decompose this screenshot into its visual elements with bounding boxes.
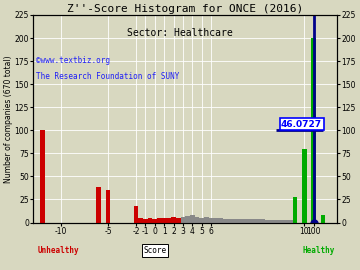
Bar	[143, 219, 148, 222]
Y-axis label: Number of companies (670 total): Number of companies (670 total)	[4, 55, 13, 183]
Bar	[190, 215, 194, 222]
Bar	[153, 219, 157, 222]
Bar	[302, 149, 307, 222]
Bar	[218, 218, 222, 222]
Bar	[106, 190, 111, 222]
Bar	[96, 187, 101, 222]
Bar	[255, 219, 260, 222]
Bar	[176, 218, 180, 222]
Text: Healthy: Healthy	[302, 246, 335, 255]
Bar	[269, 220, 274, 222]
Bar	[260, 219, 265, 222]
Bar	[251, 219, 255, 222]
Bar	[199, 218, 204, 222]
Bar	[321, 215, 325, 222]
Bar	[288, 220, 293, 222]
Bar	[185, 216, 190, 222]
Bar	[162, 218, 166, 222]
Bar	[293, 197, 297, 222]
Bar	[246, 219, 251, 222]
Bar	[213, 218, 218, 222]
Bar	[148, 218, 153, 222]
Bar	[171, 217, 176, 222]
Text: Score: Score	[143, 246, 166, 255]
Text: 46.0727: 46.0727	[281, 120, 322, 129]
Bar	[208, 218, 213, 222]
Bar	[139, 218, 143, 222]
Bar	[40, 130, 45, 222]
Bar	[237, 219, 241, 222]
Text: The Research Foundation of SUNY: The Research Foundation of SUNY	[36, 72, 180, 81]
Title: Z''-Score Histogram for ONCE (2016): Z''-Score Histogram for ONCE (2016)	[67, 4, 303, 14]
Text: Sector: Healthcare: Sector: Healthcare	[127, 28, 233, 38]
Bar	[194, 217, 199, 222]
Bar	[274, 220, 279, 222]
Bar	[227, 219, 232, 222]
Text: ©www.textbiz.org: ©www.textbiz.org	[36, 56, 110, 65]
Bar	[134, 206, 139, 222]
Bar	[283, 220, 288, 222]
Bar	[166, 218, 171, 222]
Text: Unhealthy: Unhealthy	[38, 246, 80, 255]
Bar	[279, 220, 283, 222]
Bar	[265, 220, 269, 222]
Bar	[241, 219, 246, 222]
Bar	[232, 219, 237, 222]
Bar	[180, 217, 185, 222]
Bar	[311, 38, 316, 222]
Bar	[222, 219, 227, 222]
Bar	[157, 218, 162, 222]
Bar	[204, 217, 208, 222]
